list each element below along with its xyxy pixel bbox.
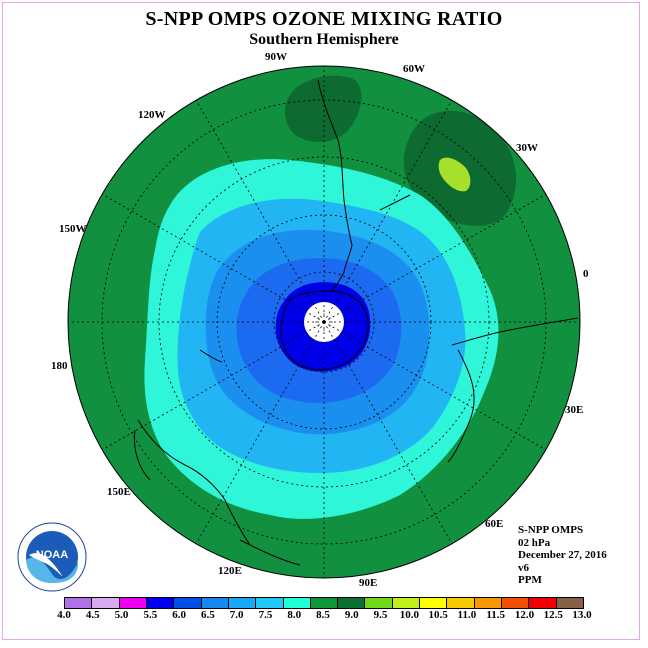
svg-text:NOAA: NOAA <box>36 549 68 561</box>
coastline-australia <box>137 419 251 546</box>
coastline-antarctic-peninsula <box>329 244 353 293</box>
colorbar-cell <box>420 598 448 608</box>
coastline-falklands <box>379 194 411 211</box>
lon-label-30w: 30W <box>516 142 538 154</box>
colorbar-cell <box>447 598 475 608</box>
info-date: December 27, 2016 <box>518 549 607 561</box>
colorbar-cell <box>174 598 202 608</box>
info-units: PPM <box>518 574 542 586</box>
lon-label-150e: 150E <box>107 486 131 498</box>
lon-label-120w: 120W <box>138 109 166 121</box>
coastline-antarctica <box>280 290 369 370</box>
colorbar-cell <box>338 598 366 608</box>
colorbar-cell <box>310 598 339 608</box>
lon-label-60e: 60E <box>485 518 504 530</box>
colorbar-tick-label: 10.0 <box>399 609 419 621</box>
colorbar-tick-label: 4.5 <box>85 609 100 621</box>
colorbar-tick-label: 10.5 <box>428 609 448 621</box>
info-instrument: S-NPP OMPS <box>518 524 584 536</box>
colorbar-tick-label: 11.5 <box>486 609 505 621</box>
colorbar-cell <box>256 598 284 608</box>
colorbar-cell <box>228 598 257 608</box>
lon-label-150w: 150W <box>59 223 87 235</box>
map-subtitle: Southern Hemisphere <box>249 31 399 48</box>
colorbar-tick-label: 13.0 <box>572 609 592 621</box>
colorbar-tick-label: 8.5 <box>316 609 330 621</box>
colorbar-cell <box>146 598 175 608</box>
colorbar-tick-label: 12.5 <box>543 609 563 621</box>
colorbar-tick-label: 5.5 <box>143 609 158 621</box>
info-version: v6 <box>518 561 529 574</box>
figure-frame <box>2 2 640 640</box>
colorbar-cell <box>556 598 583 608</box>
colorbar-cell <box>474 598 502 608</box>
colorbar-tick-label: 6.5 <box>201 609 215 621</box>
coastline-africa <box>451 317 579 346</box>
colorbar-tick-label: 12.0 <box>514 609 535 621</box>
lon-label-60w: 60W <box>403 63 425 75</box>
colorbar-cell <box>283 598 311 608</box>
colorbar-cell <box>392 598 421 608</box>
colorbar-tick-label: 6.0 <box>172 609 186 621</box>
colorbar-cell <box>92 598 120 608</box>
coastline-south-america <box>317 79 353 246</box>
lon-label-30e: 30E <box>565 404 584 416</box>
colorbar-tick-label: 9.5 <box>373 609 388 621</box>
colorbar-cell <box>365 598 393 608</box>
dark-green-patch-west <box>285 75 362 143</box>
colorbar-tick-label: 11.0 <box>457 609 477 621</box>
colorbar-cell <box>201 598 229 608</box>
info-block: S-NPP OMPS 02 hPa December 27, 2016 v6 P… <box>518 524 607 587</box>
lon-label-180: 180 <box>51 360 68 372</box>
colorbar <box>64 597 584 609</box>
lon-label-90w: 90W <box>265 51 287 63</box>
lon-label-90e: 90E <box>359 577 378 589</box>
colorbar-tick-label: 7.5 <box>258 609 273 621</box>
colorbar-cell <box>119 598 147 608</box>
coastline-indonesia <box>239 539 301 566</box>
colorbar-tick-label: 4.0 <box>57 609 71 621</box>
map-outline <box>67 65 581 579</box>
lon-label-0: 0 <box>583 268 589 280</box>
colorbar-cell <box>65 598 93 608</box>
lon-label-120e: 120E <box>218 565 242 577</box>
coastline-new-zealand <box>199 349 223 363</box>
info-level: 02 hPa <box>518 536 551 549</box>
colorbar-tick-label: 5.0 <box>114 609 129 621</box>
coastline-africa-south <box>447 349 475 463</box>
colorbar-tick-label: 7.0 <box>229 609 244 621</box>
map-title: S-NPP OMPS OZONE MIXING RATIO <box>145 8 503 30</box>
light-green-patch <box>438 157 471 192</box>
colorbar-cell <box>502 598 530 608</box>
noaa-logo: NOAA <box>17 522 87 592</box>
colorbar-tick-label: 8.0 <box>287 609 302 621</box>
colorbar-tick-label: 9.0 <box>344 609 359 621</box>
colorbar-cell <box>529 598 557 608</box>
coastline-australia-west <box>133 429 151 481</box>
